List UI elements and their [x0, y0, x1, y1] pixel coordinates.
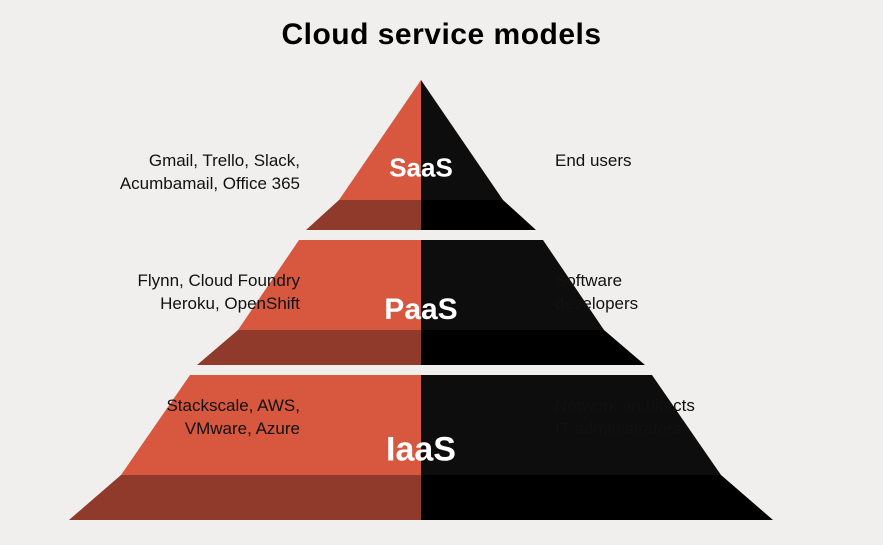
- tier-label-iaas: IaaS: [386, 431, 456, 470]
- tier-paas-left-bevel: [197, 330, 421, 365]
- tier-iaas-left-bevel: [69, 475, 421, 520]
- tier-label-saas: SaaS: [389, 153, 453, 184]
- tier-paas-right-bevel: [421, 330, 645, 365]
- examples-paas: Flynn, Cloud Foundry Heroku, OpenShift: [137, 270, 300, 316]
- users-saas: End users: [555, 150, 632, 173]
- examples-saas: Gmail, Trello, Slack, Acumbamail, Office…: [120, 150, 300, 196]
- tier-iaas-right-bevel: [421, 475, 773, 520]
- users-paas: Software developers: [555, 270, 638, 316]
- users-iaas: Network architects IT administrators: [555, 395, 695, 441]
- tier-saas-left-bevel: [306, 200, 421, 230]
- tier-saas-right-bevel: [421, 200, 536, 230]
- tier-label-paas: PaaS: [384, 293, 457, 327]
- examples-iaas: Stackscale, AWS, VMware, Azure: [166, 395, 300, 441]
